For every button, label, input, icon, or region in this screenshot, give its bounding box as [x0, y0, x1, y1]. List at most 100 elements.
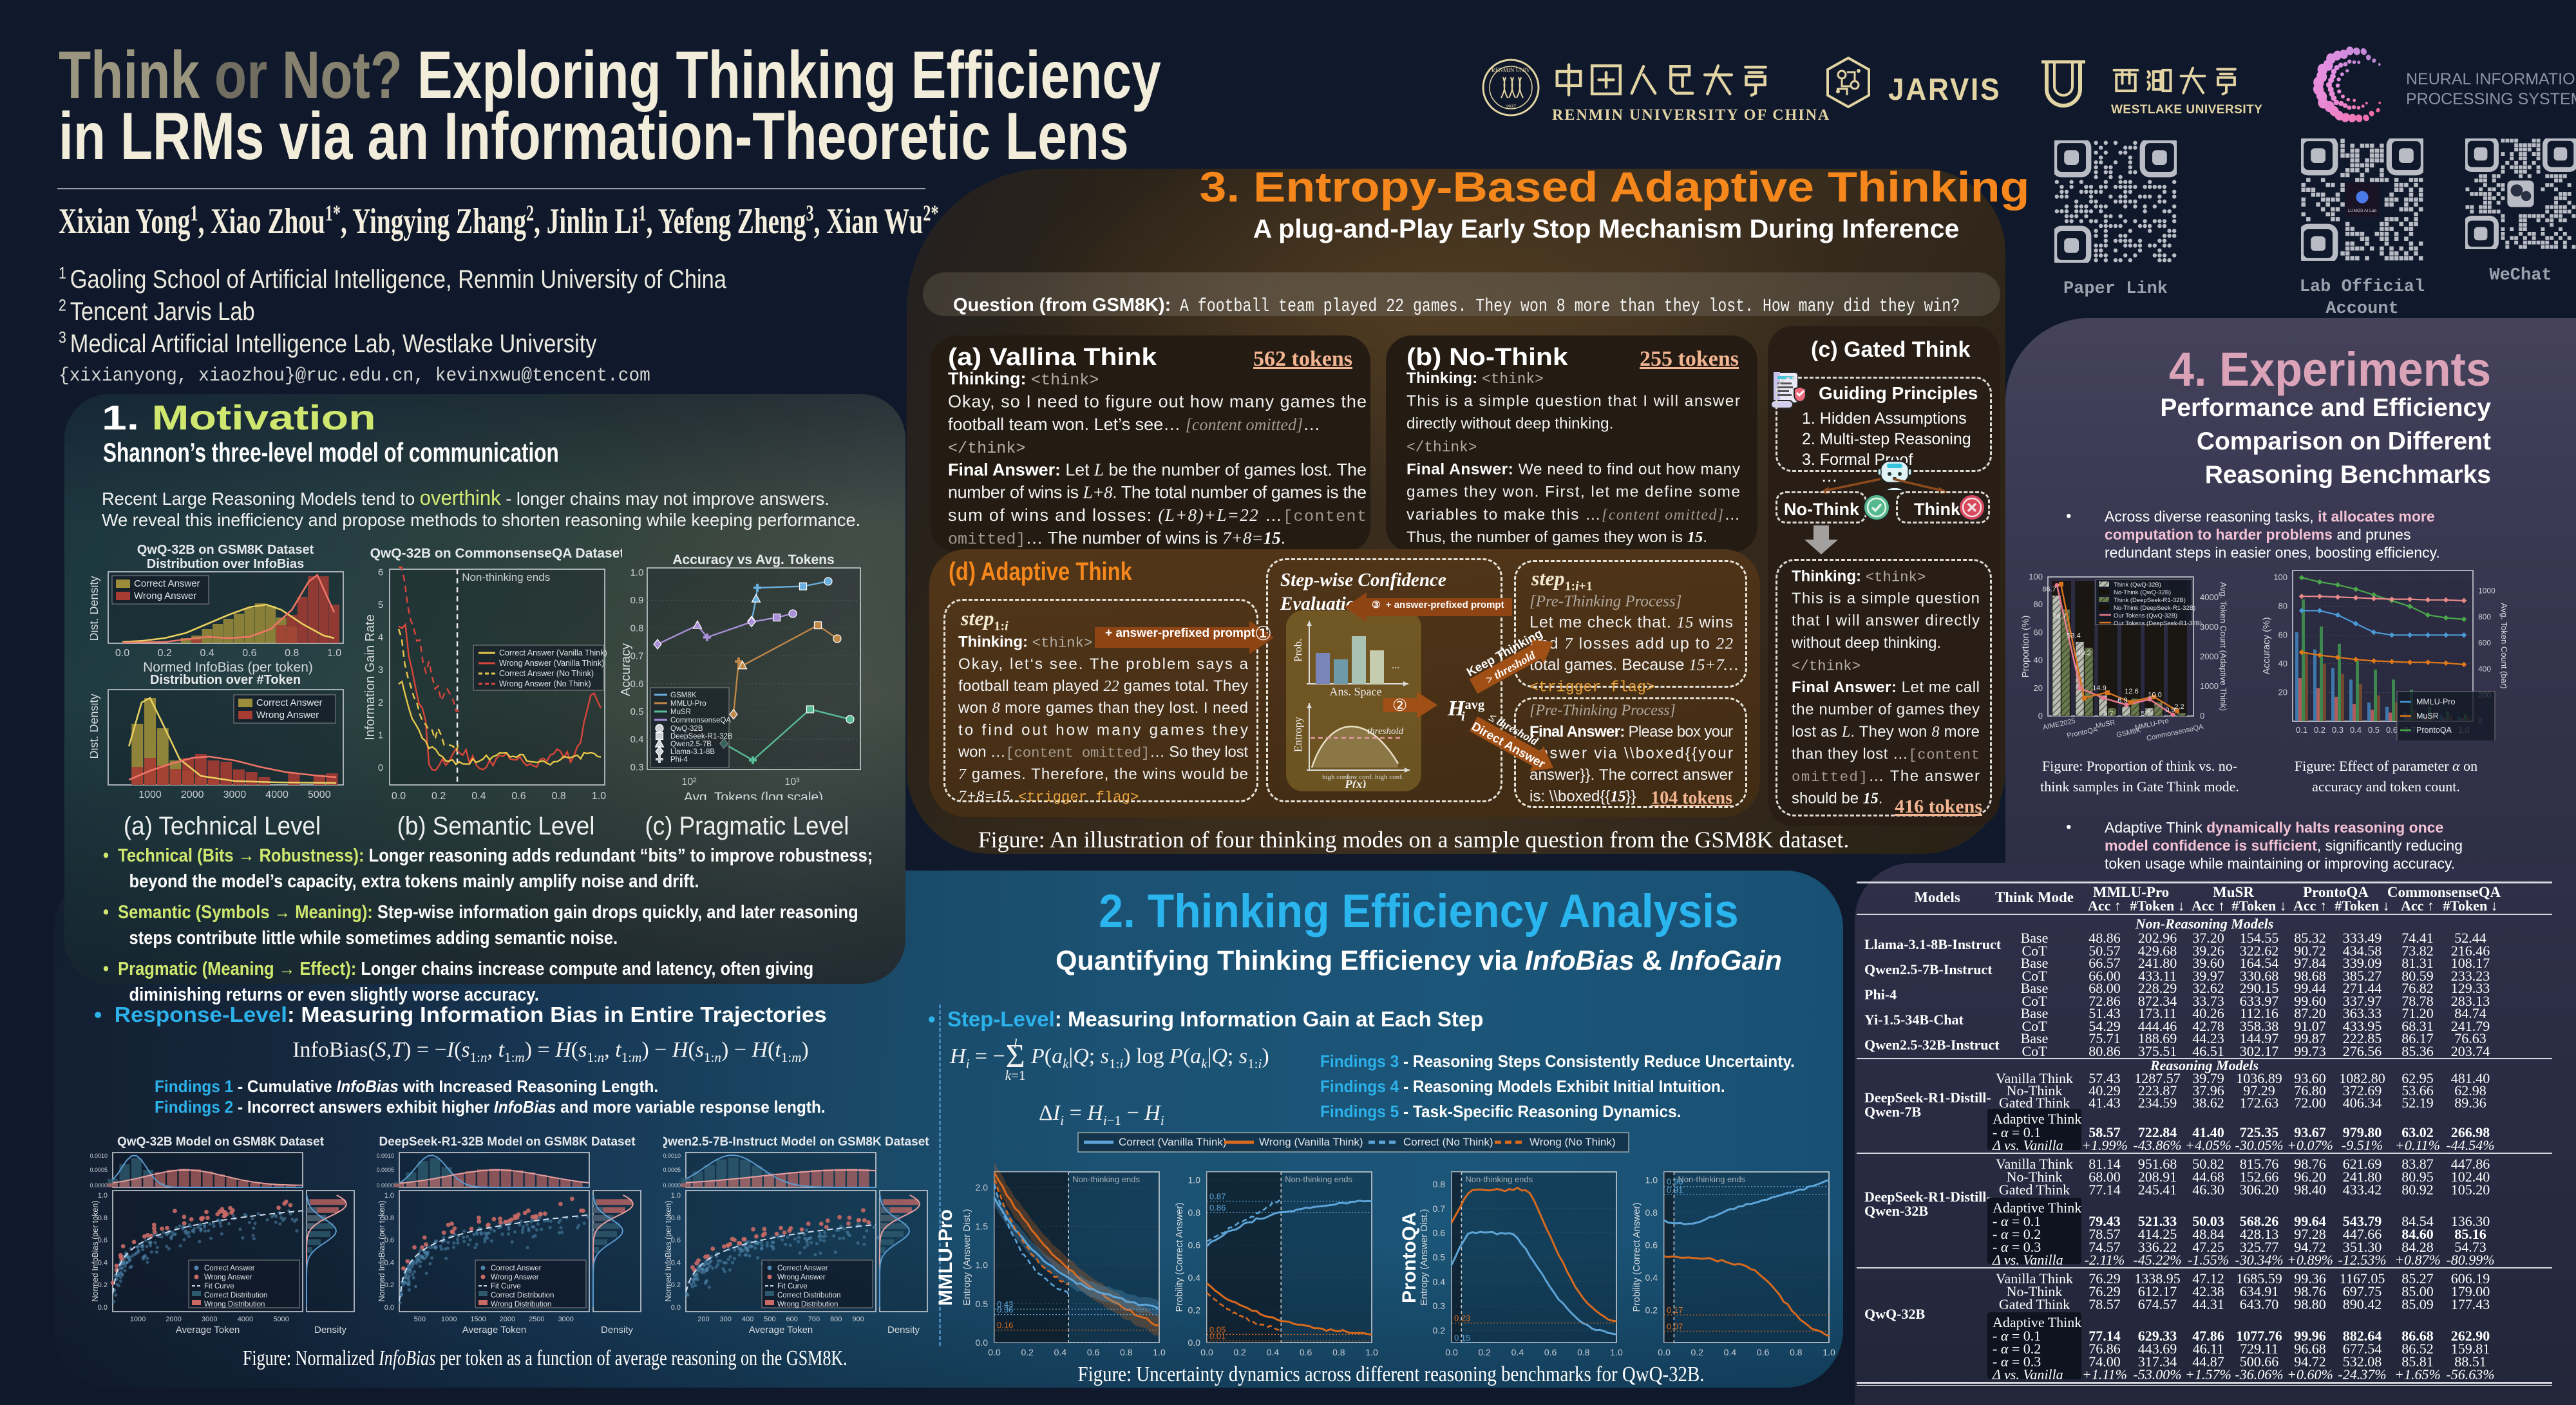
svg-text:200: 200	[697, 1315, 709, 1323]
svg-text:2000: 2000	[181, 789, 204, 800]
svg-text:0.5: 0.5	[2368, 725, 2380, 735]
svg-text:0.2: 0.2	[384, 1281, 394, 1289]
svg-text:0.8: 0.8	[1332, 1347, 1345, 1357]
svg-text:Entropy: Entropy	[1292, 717, 1304, 752]
svg-text:Accuracy vs Avg. Tokens: Accuracy vs Avg. Tokens	[672, 552, 834, 567]
svg-text:100: 100	[2273, 572, 2287, 582]
svg-text:Non-thinking ends: Non-thinking ends	[1678, 1174, 1745, 1184]
svg-text:Final Answer: Let me call: Final Answer: Let me call	[1792, 679, 1980, 696]
svg-text:400: 400	[2478, 665, 2491, 674]
svg-text:0.0: 0.0	[1658, 1347, 1671, 1357]
svg-text:MMLU-Pro: MMLU-Pro	[2134, 717, 2170, 732]
svg-text:Thinking: <think>: Thinking: <think>	[958, 634, 1092, 652]
svg-text:that I will answer directly: that I will answer directly	[1792, 612, 1980, 630]
svg-text:2500: 2500	[529, 1315, 544, 1323]
svg-text:0.3: 0.3	[630, 762, 644, 773]
svg-text:0.7: 0.7	[630, 651, 644, 662]
svg-text:0.8: 0.8	[384, 1214, 394, 1222]
svg-text:CommonsenseQA: CommonsenseQA	[670, 717, 731, 724]
svg-text:0.2: 0.2	[1021, 1347, 1034, 1357]
svg-text:games they won. First, let me: games they won. First, let me define som…	[1406, 484, 1740, 501]
svg-text:2.0: 2.0	[976, 1182, 989, 1193]
svg-text:Correct (No Think): Correct (No Think)	[1403, 1136, 1493, 1148]
svg-text:1.0: 1.0	[1823, 1347, 1835, 1357]
svg-text:Fit Curve: Fit Curve	[204, 1283, 234, 1290]
svg-text:0.0: 0.0	[115, 648, 129, 659]
svg-text:1.0: 1.0	[1153, 1347, 1166, 1357]
svg-text:0.0: 0.0	[1200, 1347, 1213, 1357]
svg-text:Correct Distribution: Correct Distribution	[204, 1292, 267, 1299]
svg-text:Avg. Token Count (bar): Avg. Token Count (bar)	[2499, 603, 2509, 688]
svg-text:Wrong Distribution: Wrong Distribution	[777, 1301, 838, 1308]
svg-text:Avg. Token Count (Adaptive Thi: Avg. Token Count (Adaptive Think)	[2219, 582, 2228, 711]
svg-text:Thus, the number of games they: Thus, the number of games they won is 15…	[1406, 529, 1707, 546]
svg-text:0.8: 0.8	[552, 791, 566, 800]
svg-text:Correct Distribution: Correct Distribution	[491, 1292, 554, 1299]
svg-text:0.4: 0.4	[200, 648, 214, 659]
svg-text:1.0: 1.0	[630, 567, 644, 578]
svg-text:without deep thinking.: without deep thinking.	[1792, 634, 1941, 652]
svg-text:Correct Answer: Correct Answer	[204, 1265, 255, 1272]
svg-text:1.0: 1.0	[1610, 1347, 1623, 1357]
svg-text:0: 0	[2038, 711, 2043, 721]
svg-text:1500: 1500	[470, 1315, 486, 1323]
svg-text:Our Tokens (DeepSeek-R1-32B): Our Tokens (DeepSeek-R1-32B)	[2114, 620, 2202, 627]
svg-text:10²: 10²	[681, 777, 697, 787]
svg-text:AIME2025: AIME2025	[2042, 717, 2076, 731]
svg-text:0.4: 0.4	[1433, 1276, 1446, 1287]
svg-text:Non-thinking ends: Non-thinking ends	[1465, 1174, 1533, 1184]
svg-text:won …[content omitted]… So the: won …[content omitted]… So they lost	[958, 744, 1248, 762]
svg-text:2.2: 2.2	[2174, 703, 2184, 711]
svg-text:1000: 1000	[2200, 681, 2219, 691]
svg-text:0.0: 0.0	[1188, 1337, 1201, 1348]
svg-text:answer via \\boxed{{your: answer via \\boxed{{your	[1530, 745, 1733, 762]
svg-text:12.6: 12.6	[2125, 688, 2138, 695]
svg-text:P(x): P(x)	[1344, 778, 1367, 788]
svg-text:Wrong Distribution: Wrong Distribution	[204, 1301, 265, 1308]
svg-text:②: ②	[1392, 695, 1407, 715]
svg-text:Average Token: Average Token	[176, 1325, 240, 1335]
svg-text:No-Think (DeepSeek-R1-32B): No-Think (DeepSeek-R1-32B)	[2114, 605, 2195, 612]
svg-text:0.96: 0.96	[1667, 1177, 1683, 1187]
svg-text:2000: 2000	[500, 1315, 515, 1323]
svg-text:Final Answer: Let L be the num: Final Answer: Let L be the number of gam…	[948, 460, 1367, 479]
svg-text:600: 600	[786, 1315, 797, 1323]
svg-text:10.0: 10.0	[2148, 691, 2161, 699]
svg-text:0.9: 0.9	[2165, 706, 2175, 714]
svg-text:Average Token: Average Token	[749, 1325, 813, 1335]
svg-text:0.2: 0.2	[431, 791, 446, 800]
svg-text:3000: 3000	[2200, 622, 2219, 632]
svg-text:high conf.: high conf.	[1322, 773, 1351, 781]
svg-text:QwQ-32B Model on GSM8K Dataset: QwQ-32B Model on GSM8K Dataset	[117, 1136, 325, 1149]
svg-text:Correct Answer: Correct Answer	[256, 697, 323, 708]
svg-text:40: 40	[2278, 659, 2287, 668]
svg-text:QwQ-32B on GSM8K Dataset: QwQ-32B on GSM8K Dataset	[137, 543, 314, 557]
svg-text:5.7: 5.7	[2103, 710, 2113, 718]
svg-text:Wrong Answer (No Think): Wrong Answer (No Think)	[499, 679, 591, 688]
svg-text:76.7: 76.7	[2052, 612, 2066, 620]
svg-text:1.0: 1.0	[98, 1192, 108, 1200]
svg-text:0.01: 0.01	[1209, 1331, 1226, 1341]
svg-text:Wrong (No Think): Wrong (No Think)	[1530, 1136, 1616, 1148]
svg-text:0.2: 0.2	[1233, 1347, 1246, 1357]
svg-text:Correct Answer (Vanilla Think): Correct Answer (Vanilla Think)	[499, 648, 607, 657]
svg-text:1.0: 1.0	[592, 791, 606, 800]
svg-text:0.4: 0.4	[471, 791, 486, 800]
svg-text:0.4: 0.4	[384, 1259, 394, 1267]
svg-text:Entropy (Answer Dist.): Entropy (Answer Dist.)	[1419, 1209, 1430, 1305]
svg-text:LUMOS AI Lab: LUMOS AI Lab	[2348, 209, 2377, 213]
svg-text:0.5: 0.5	[976, 1299, 989, 1309]
svg-text:Wrong Answer: Wrong Answer	[134, 590, 196, 601]
svg-text:Wrong Answer: Wrong Answer	[256, 710, 319, 721]
svg-text:Correct Distribution: Correct Distribution	[777, 1292, 840, 1299]
svg-text:0.0: 0.0	[384, 1304, 394, 1312]
svg-text:0.4: 0.4	[1645, 1272, 1658, 1283]
svg-text:53.4: 53.4	[2067, 632, 2080, 640]
svg-text:Probility (Correct Answer): Probility (Correct Answer)	[1631, 1202, 1642, 1312]
svg-text:This is a simple question that: This is a simple question that I will an…	[1406, 392, 1740, 410]
svg-text:Distribution over #Token: Distribution over #Token	[150, 673, 301, 687]
svg-text:0.1: 0.1	[2296, 725, 2307, 735]
svg-text:0.0: 0.0	[98, 1304, 108, 1312]
svg-text:Thinking: <think>: Thinking: <think>	[1792, 568, 1926, 586]
svg-text:...: ...	[1392, 660, 1399, 671]
